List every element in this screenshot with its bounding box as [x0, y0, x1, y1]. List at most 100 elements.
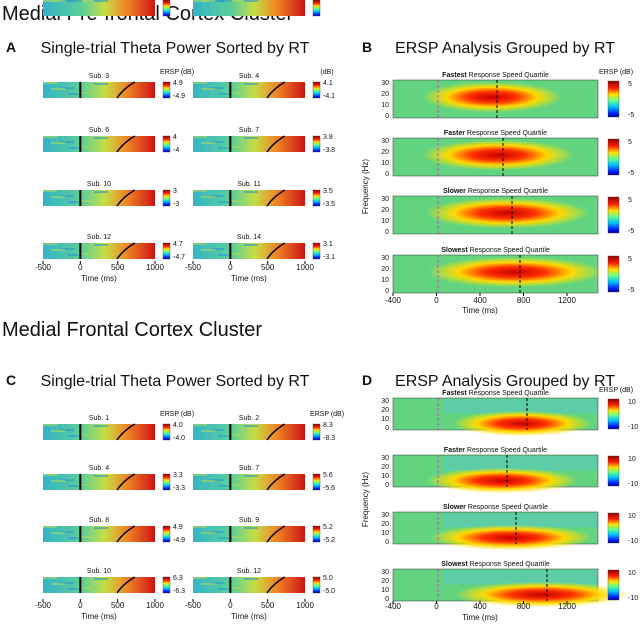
panel-title: Single-trial Theta Power Sorted by RT [41, 373, 310, 390]
quartile-rest: Response Speed Quartile [468, 504, 548, 511]
quartile-rest: Response Speed Quartile [469, 390, 549, 397]
rt-curve [116, 189, 136, 207]
panel-title: ERSP Analysis Grouped by RT [395, 40, 615, 57]
heatmap-texture [227, 587, 241, 589]
colorbar-min: -5 [628, 228, 634, 235]
heatmap-texture [244, 83, 258, 85]
y-tick-label: 20 [381, 149, 389, 156]
y-tick-label: 0 [385, 482, 389, 489]
quartile-label: Faster Response Speed Quartile [444, 447, 547, 454]
heatmap-texture [244, 191, 258, 193]
rt-curve [116, 242, 136, 260]
heatmap-texture [227, 0, 241, 2]
heatmap-texture [94, 527, 108, 529]
heatmap-texture [60, 479, 74, 481]
y-axis-label: Frequency (Hz) [361, 159, 370, 214]
heatmap-texture [94, 137, 108, 139]
y-tick-label: 10 [381, 218, 389, 225]
x-tick-label: 400 [473, 296, 487, 305]
heatmap-texture [210, 248, 224, 250]
quartile-bold: Fastest [442, 72, 467, 79]
y-tick-label: 10 [381, 160, 389, 167]
panel-title: Single-trial Theta Power Sorted by RT [41, 40, 310, 57]
colorbar-max: 4.0 [173, 422, 183, 429]
ersp-blob [425, 197, 589, 229]
y-tick-label: 20 [381, 407, 389, 414]
y-tick-label: 10 [381, 102, 389, 109]
x-tick-label: 1200 [558, 602, 576, 611]
quartile-bold: Slower [443, 188, 466, 195]
ersp-blob [422, 81, 562, 113]
rt-curve [116, 135, 136, 153]
x-axis-label: Time (ms) [81, 612, 117, 621]
heatmap-texture [60, 531, 74, 533]
colorbar-max: 4.1 [323, 80, 333, 87]
colorbar [607, 455, 620, 487]
heatmap-texture [60, 582, 74, 584]
colorbar-min: -5 [628, 287, 634, 294]
heatmap-texture [218, 201, 232, 203]
y-tick-label: 30 [381, 512, 389, 519]
heatmap-texture [43, 82, 57, 84]
subject-label: Sub. 11 [237, 181, 261, 188]
heatmap-texture [68, 435, 82, 437]
quartile-label: Fastest Response Speed Quartile [442, 390, 549, 397]
colorbar [312, 0, 321, 17]
heatmap-texture [51, 0, 65, 2]
colorbar [607, 512, 620, 544]
heatmap-texture [60, 141, 74, 143]
colorbar-max: 3 [173, 188, 177, 195]
heatmap-texture [68, 147, 82, 149]
colorbar-max: 4.9 [173, 80, 183, 87]
rt-curve [116, 473, 136, 491]
subject-label: Sub. 10 [87, 181, 111, 188]
heatmap-texture [68, 201, 82, 203]
heatmap-texture [60, 248, 74, 250]
heatmap-texture [43, 0, 57, 2]
x-tick-label: 800 [517, 602, 531, 611]
x-tick-label: 0 [434, 602, 439, 611]
colorbar-min: -3 [173, 201, 179, 208]
heatmap-texture [77, 434, 91, 436]
heatmap-texture [201, 480, 215, 482]
subject-label: Sub. 12 [87, 234, 111, 241]
subject-label: Sub. 9 [239, 517, 259, 524]
colorbar-max: 8.3 [323, 422, 333, 429]
y-tick-label: 30 [381, 138, 389, 145]
colorbar-max: 5 [628, 256, 632, 263]
rt-curve [116, 423, 136, 441]
y-tick-label: 10 [381, 587, 389, 594]
heatmap-texture [94, 475, 108, 477]
heatmap-texture [227, 92, 241, 94]
colorbar-label: ERSP (dB) [160, 69, 194, 76]
heatmap-texture [193, 82, 207, 84]
y-tick-label: 0 [385, 539, 389, 546]
colorbar [312, 525, 321, 543]
colorbar [312, 81, 321, 99]
x-tick-label: 0 [434, 296, 439, 305]
heatmap-texture [43, 190, 57, 192]
heatmap-texture [94, 83, 108, 85]
heatmap-texture [244, 0, 258, 2]
heatmap-texture [218, 485, 232, 487]
heatmap-texture [227, 200, 241, 202]
colorbar [607, 196, 620, 234]
colorbar [607, 569, 620, 601]
colorbar-min: -4.7 [173, 254, 185, 261]
x-tick-label: 500 [261, 601, 275, 610]
colorbar-max: 5.6 [323, 472, 333, 479]
y-tick-label: 30 [381, 455, 389, 462]
panel-title: ERSP Analysis Grouped by RT [395, 373, 615, 390]
heatmap-texture [77, 92, 91, 94]
quartile-bold: Faster [444, 447, 465, 454]
heatmap-texture [244, 475, 258, 477]
single-trial-heatmap [43, 0, 155, 16]
colorbar-min: -8.3 [173, 0, 185, 2]
heatmap-texture [193, 136, 207, 138]
heatmap-texture [193, 190, 207, 192]
heatmap-texture [218, 0, 232, 2]
colorbar [162, 576, 171, 594]
colorbar-max: 5.0 [323, 575, 333, 582]
ersp-upper [443, 456, 597, 471]
quartile-bold: Faster [444, 130, 465, 137]
